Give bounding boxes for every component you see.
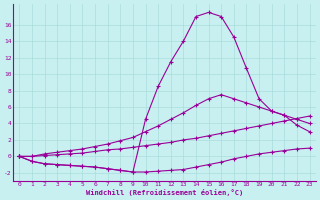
X-axis label: Windchill (Refroidissement éolien,°C): Windchill (Refroidissement éolien,°C) <box>86 189 243 196</box>
